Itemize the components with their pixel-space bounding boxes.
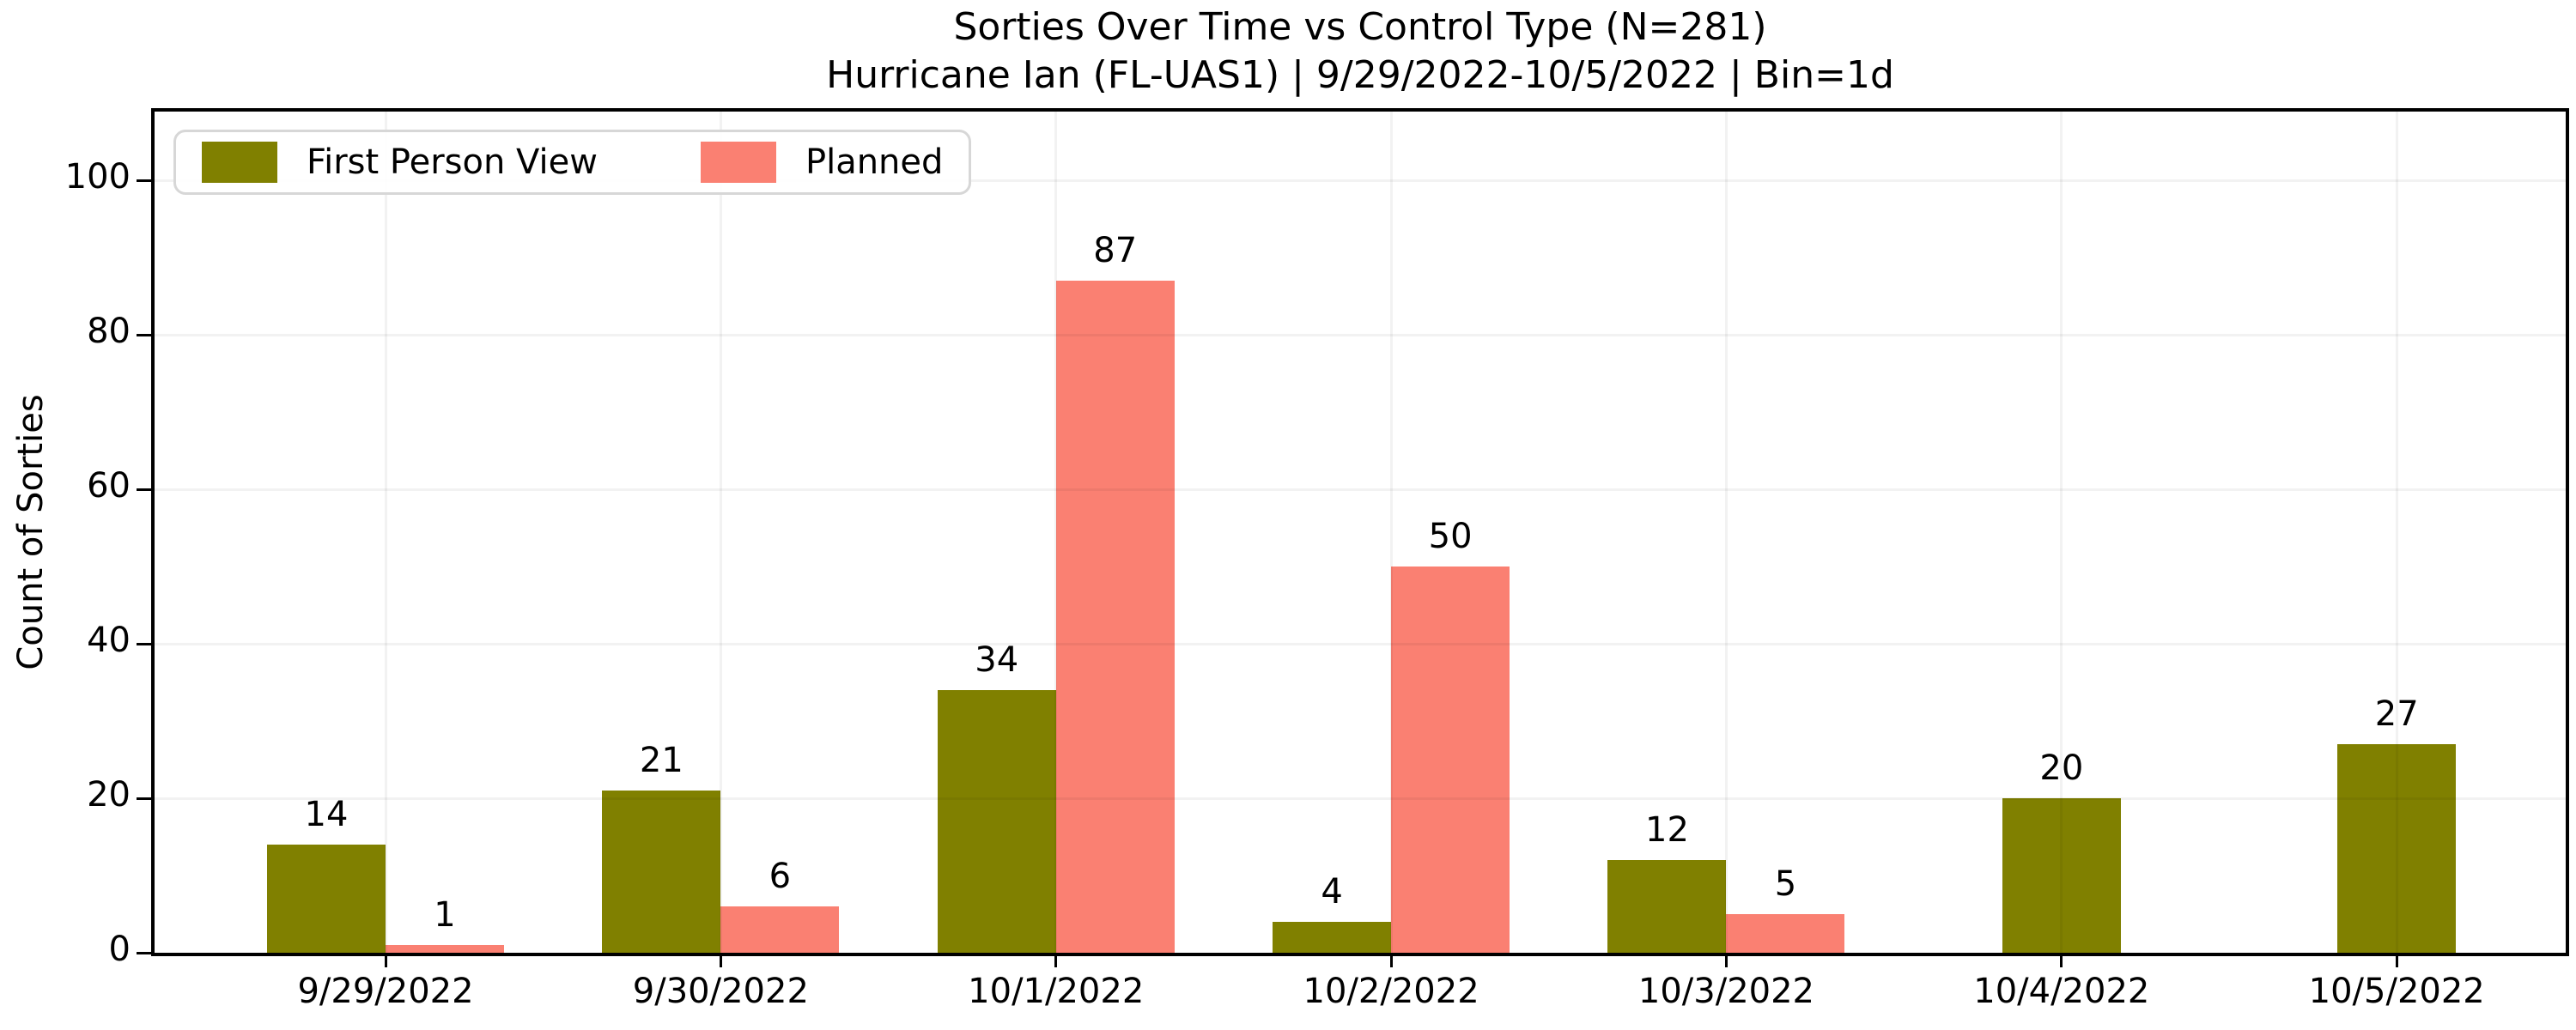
bar-first-person-view — [267, 845, 386, 953]
bar-value-label: 12 — [1645, 810, 1689, 850]
y-tick-label: 40 — [87, 621, 131, 660]
bar-first-person-view — [2002, 798, 2121, 953]
bar-first-person-view — [1607, 860, 1727, 953]
right-spine — [2566, 108, 2569, 956]
chart-title-block: Sorties Over Time vs Control Type (N=281… — [155, 3, 2566, 100]
y-tick-label: 60 — [87, 466, 131, 506]
bar-first-person-view — [1273, 922, 1392, 953]
legend-item: Planned — [700, 142, 944, 183]
h-gridline — [155, 488, 2566, 491]
bar-value-label: 27 — [2374, 694, 2419, 734]
bottom-spine — [155, 953, 2566, 956]
bar-value-label: 34 — [975, 640, 1019, 680]
h-gridline — [155, 333, 2566, 336]
x-tick-mark — [1389, 953, 1393, 967]
bar-value-label: 5 — [1774, 864, 1797, 904]
y-tick-label: 0 — [108, 930, 131, 969]
y-tick-mark — [137, 179, 151, 182]
x-tick-mark — [2395, 953, 2398, 967]
v-gridline — [2395, 112, 2398, 953]
y-tick-mark — [137, 333, 151, 336]
v-gridline — [719, 112, 722, 953]
bar-first-person-view — [602, 791, 721, 953]
bar-planned — [1055, 281, 1175, 953]
v-gridline — [1389, 112, 1393, 953]
x-tick-mark — [384, 953, 387, 967]
h-gridline — [155, 179, 2566, 182]
bar-planned — [1726, 914, 1845, 953]
legend: First Person View Planned — [173, 130, 972, 195]
chart-subtitle: Hurricane Ian (FL-UAS1) | 9/29/2022-10/5… — [826, 53, 1894, 97]
v-gridline — [1724, 112, 1728, 953]
bar-value-label: 21 — [639, 741, 683, 780]
bar-value-label: 20 — [2039, 748, 2084, 788]
plot-area: 14 1 21 6 34 87 4 50 12 5 20 27 — [137, 108, 2569, 967]
y-tick-mark — [137, 951, 151, 954]
x-tick-label: 10/2/2022 — [1303, 972, 1479, 1011]
y-tick-label: 80 — [87, 312, 131, 351]
x-tick-mark — [1724, 953, 1728, 967]
y-tick-mark — [137, 642, 151, 645]
bar-value-label: 6 — [769, 857, 792, 896]
y-tick-mark — [137, 797, 151, 800]
v-gridline — [384, 112, 387, 953]
y-tick-mark — [137, 488, 151, 491]
legend-item: First Person View — [202, 142, 598, 183]
x-tick-label: 10/3/2022 — [1637, 972, 1815, 1011]
y-tick-label: 20 — [87, 775, 131, 815]
x-tick-label: 10/5/2022 — [2308, 972, 2485, 1011]
x-tick-label: 10/1/2022 — [968, 972, 1145, 1011]
x-tick-mark — [2060, 953, 2063, 967]
x-tick-label: 9/30/2022 — [632, 972, 809, 1011]
x-tick-label: 9/29/2022 — [297, 972, 474, 1011]
bar-value-label: 4 — [1321, 872, 1343, 912]
bar-planned — [386, 945, 504, 953]
h-gridline — [155, 797, 2566, 800]
x-tick-label: 10/4/2022 — [1973, 972, 2150, 1011]
x-tick-mark — [719, 953, 722, 967]
legend-swatch — [700, 142, 776, 183]
bar-first-person-view — [2337, 744, 2457, 953]
legend-label: Planned — [805, 142, 944, 182]
x-tick-mark — [1054, 953, 1058, 967]
bar-value-label: 1 — [434, 895, 456, 935]
bar-value-label: 14 — [304, 795, 349, 834]
bar-first-person-view — [937, 690, 1056, 953]
bar-planned — [1391, 566, 1510, 953]
h-gridline — [155, 642, 2566, 645]
chart-title: Sorties Over Time vs Control Type (N=281… — [953, 5, 1767, 49]
bar-planned — [720, 906, 840, 953]
bar-value-label: 50 — [1428, 517, 1473, 556]
v-gridline — [1054, 112, 1058, 953]
bar-value-label: 87 — [1093, 231, 1138, 270]
y-tick-label: 100 — [64, 157, 131, 197]
left-spine — [151, 108, 155, 956]
top-spine — [155, 108, 2566, 112]
legend-swatch — [202, 142, 277, 183]
legend-label: First Person View — [307, 142, 598, 182]
v-gridline — [2060, 112, 2063, 953]
